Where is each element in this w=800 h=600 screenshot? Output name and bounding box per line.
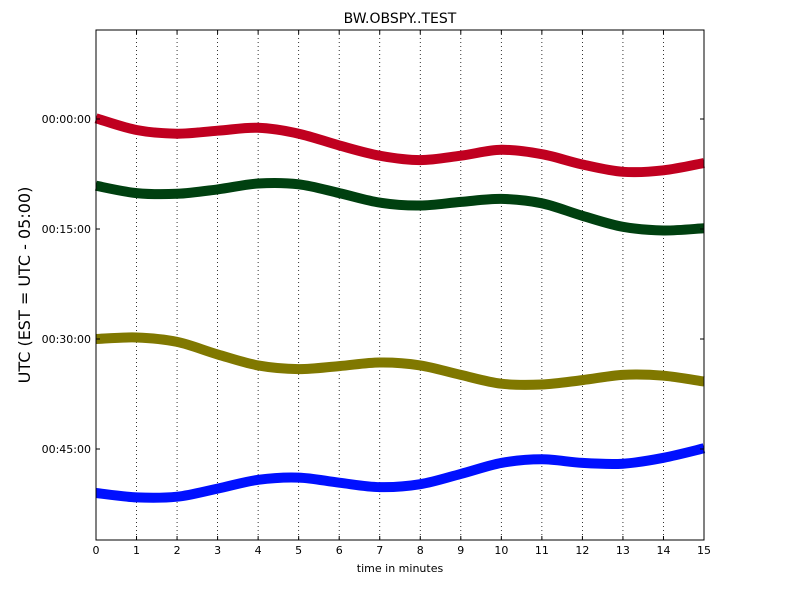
plot-frame: [95, 29, 705, 541]
x-tick-label-15: 15: [697, 544, 711, 557]
x-tick-label-12: 12: [575, 544, 589, 557]
x-tick-label-10: 10: [494, 544, 508, 557]
x-tick-label-6: 6: [336, 544, 343, 557]
x-tick-label-13: 13: [616, 544, 630, 557]
x-ticks: 0 1 2 3 4 5 6 7 8 9 10 11 12 13 14 15: [93, 30, 711, 557]
x-tick-label-4: 4: [255, 544, 262, 557]
x-tick-label-7: 7: [376, 544, 383, 557]
y-tick-label-2: 00:30:00: [42, 333, 91, 346]
series-line-1: [95, 177, 705, 236]
series-line-2: [95, 332, 705, 390]
grid-lines: [136, 30, 664, 540]
series-line-3: [95, 443, 706, 503]
x-tick-label-1: 1: [133, 544, 140, 557]
series-line-0: [94, 113, 705, 178]
x-axis-label: time in minutes: [357, 562, 444, 575]
y-ticks: 00:00:00 00:15:00 00:30:00 00:45:00: [42, 113, 704, 456]
x-tick-label-3: 3: [214, 544, 221, 557]
x-tick-label-5: 5: [295, 544, 302, 557]
x-tick-label-9: 9: [457, 544, 464, 557]
y-tick-label-0: 00:00:00: [42, 113, 91, 126]
x-tick-label-0: 0: [93, 544, 100, 557]
x-tick-label-2: 2: [174, 544, 181, 557]
x-tick-label-8: 8: [417, 544, 424, 557]
x-tick-label-11: 11: [535, 544, 549, 557]
series-group: [94, 113, 706, 503]
y-axis-label: UTC (EST = UTC - 05:00): [15, 187, 34, 384]
x-tick-label-14: 14: [656, 544, 670, 557]
y-tick-label-3: 00:45:00: [42, 443, 91, 456]
y-tick-label-1: 00:15:00: [42, 223, 91, 236]
chart-title: BW.OBSPY..TEST: [344, 11, 457, 27]
